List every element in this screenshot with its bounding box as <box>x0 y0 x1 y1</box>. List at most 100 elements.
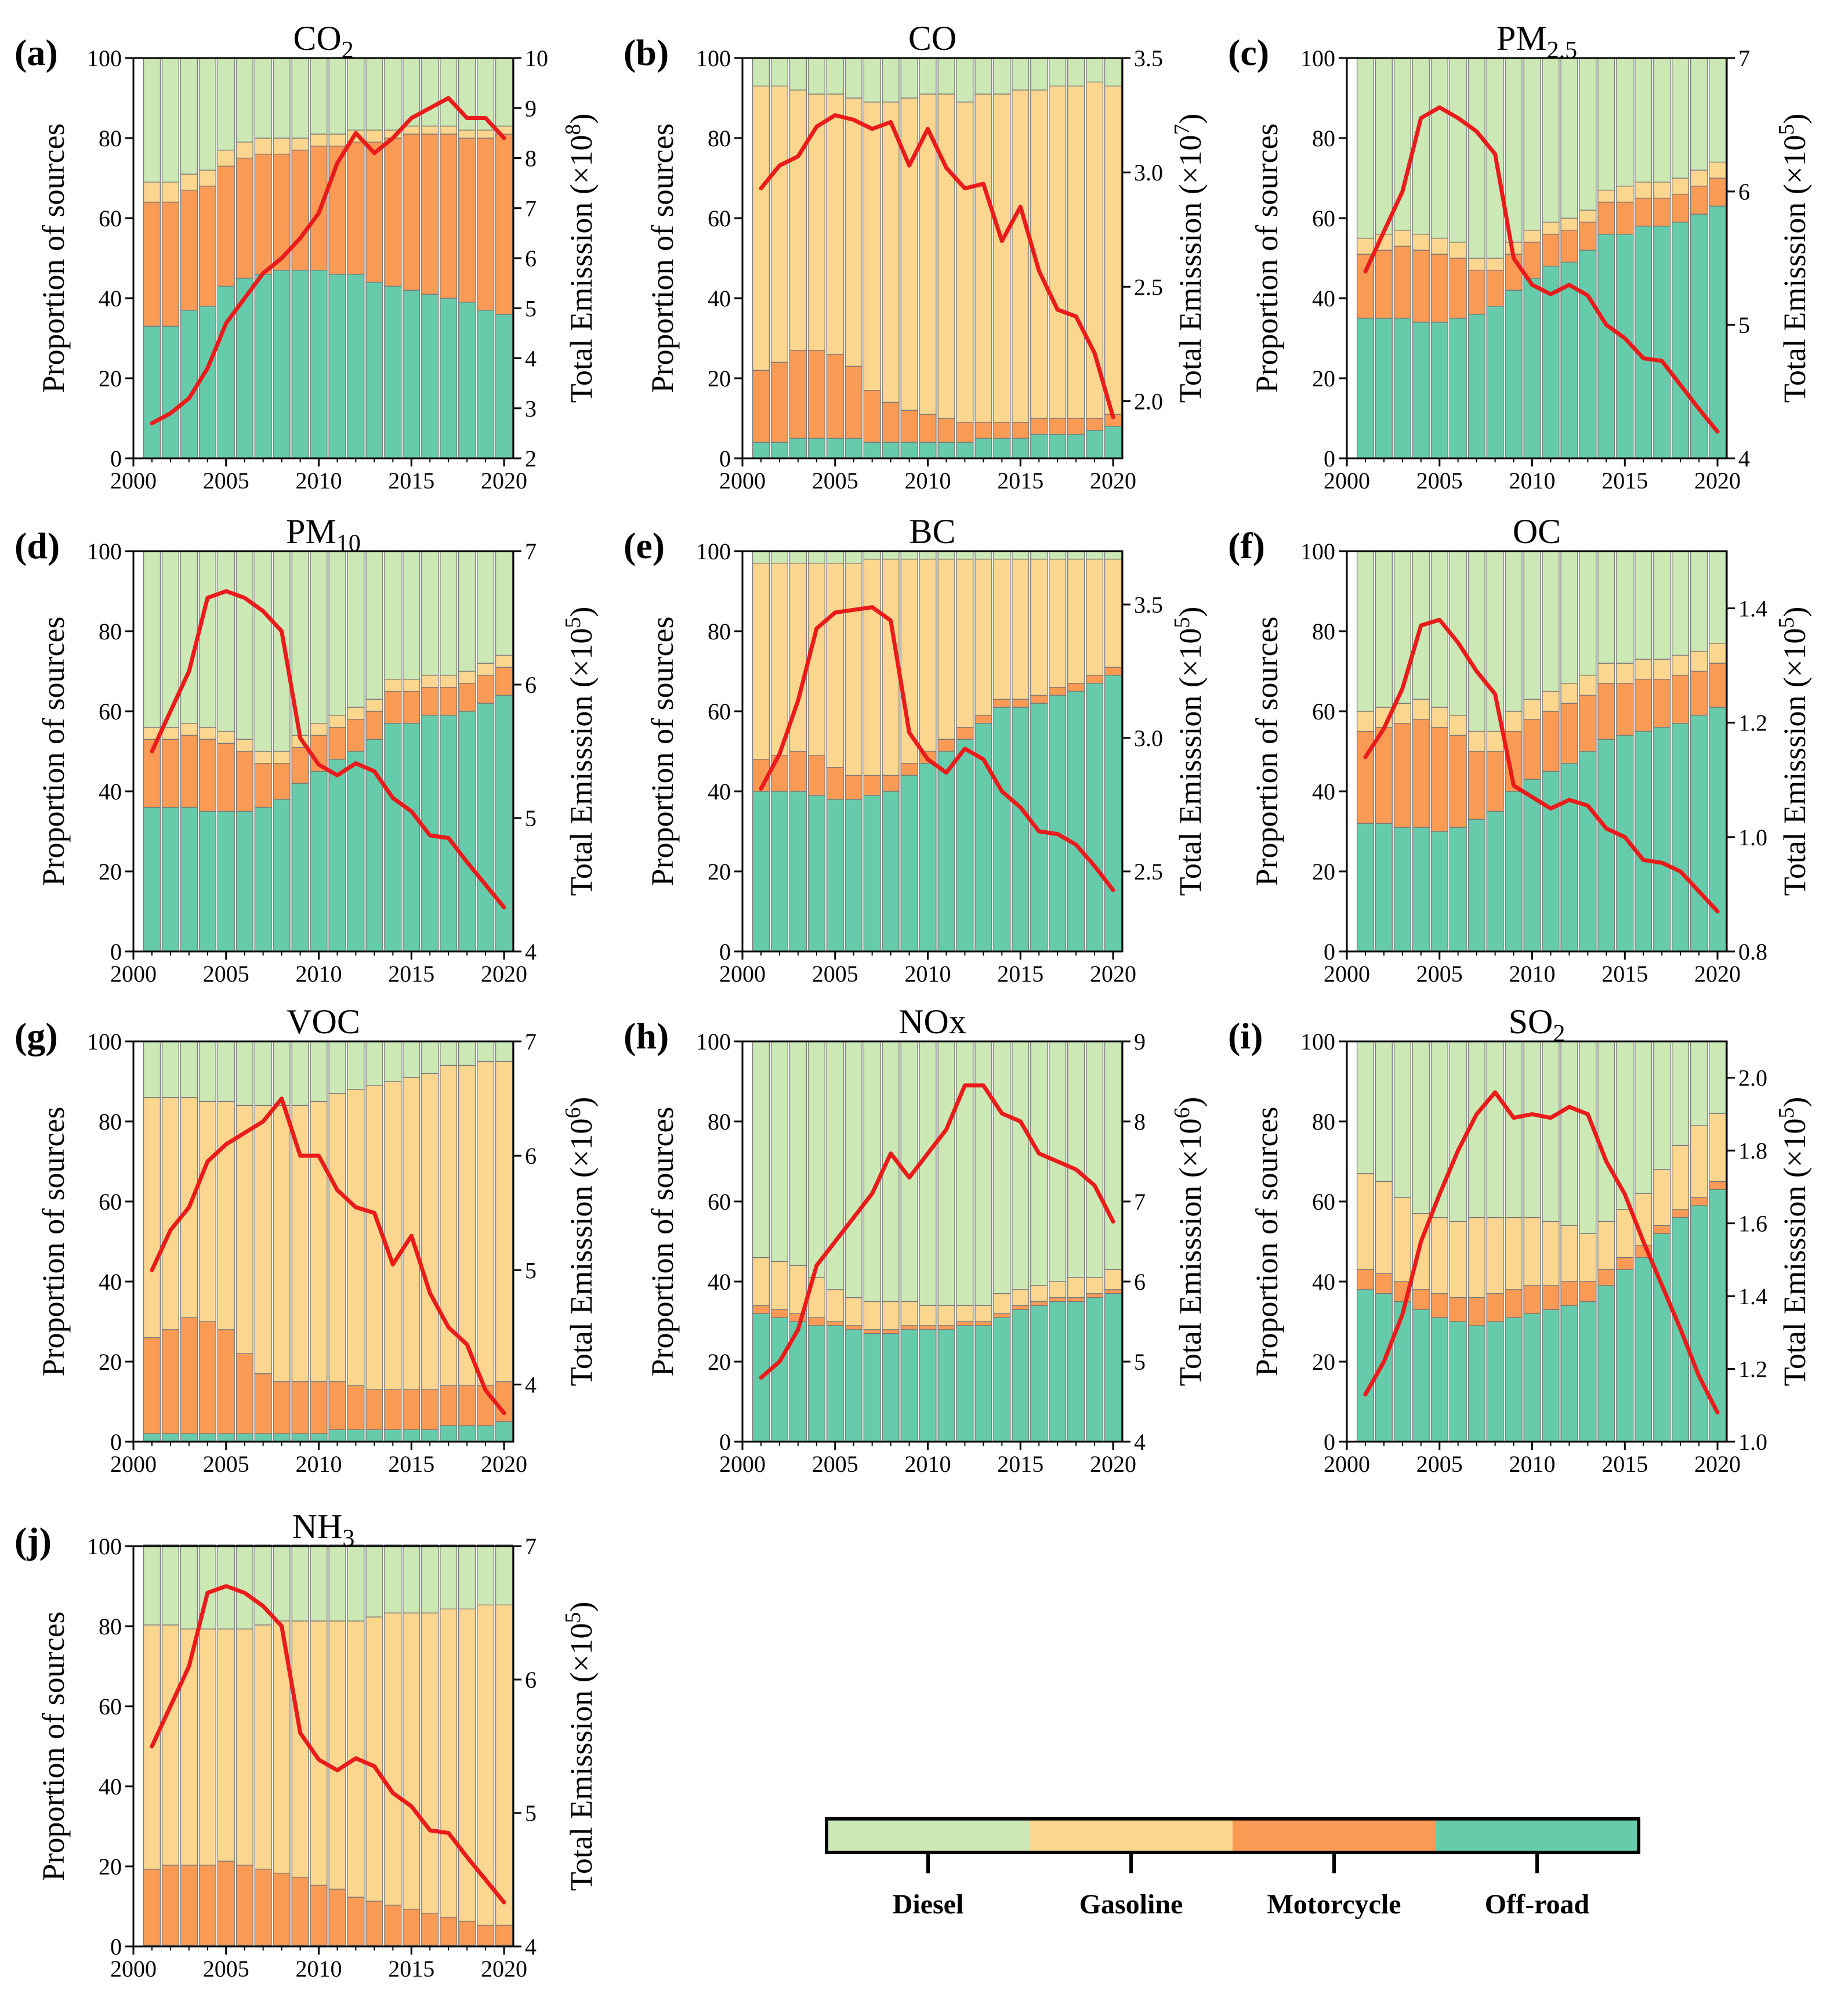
bar-diesel-2020 <box>495 1041 513 1062</box>
bar-diesel-2008 <box>273 1544 291 1622</box>
bar-diesel-2004 <box>198 57 216 171</box>
x-tick-label: 2010 <box>1509 1451 1556 1477</box>
bar-diesel-2010 <box>919 1041 937 1307</box>
bar-gasoline-2004 <box>807 563 825 756</box>
bar-gasoline-2008 <box>273 1105 291 1383</box>
bar-motorcycle-2011 <box>328 1888 346 1946</box>
bar-diesel-2011 <box>1542 551 1560 692</box>
bar-diesel-2016 <box>1030 1041 1048 1286</box>
bar-diesel-2017 <box>1653 57 1671 183</box>
y2-tick-label: 4 <box>525 1934 537 1960</box>
bar-diesel-2018 <box>458 1544 476 1609</box>
y-tick-label: 100 <box>87 1029 122 1055</box>
bar-gasoline-2015 <box>1012 559 1030 700</box>
y2-tick-label: 8 <box>1134 1109 1146 1135</box>
bar-motorcycle-2004 <box>807 1317 825 1326</box>
bar-offroad-2009 <box>291 270 309 459</box>
y2-axis-label: Total Emisssion (×105) <box>1170 607 1208 896</box>
bar-diesel-2014 <box>993 551 1011 560</box>
plot-frame <box>1346 57 1728 459</box>
bar-gasoline-2006 <box>1449 1221 1467 1298</box>
bar-motorcycle-2013 <box>974 422 992 439</box>
bar-motorcycle-2011 <box>1542 1285 1560 1310</box>
bar-gasoline-2010 <box>310 133 328 147</box>
bar-diesel-2020 <box>1104 551 1122 560</box>
bar-motorcycle-2003 <box>180 1317 198 1434</box>
panel-title-subscript: 10 <box>336 530 361 557</box>
y2-axis-label-text: Total Emisssion (×10 <box>1173 1119 1208 1387</box>
bar-diesel-2012 <box>1560 551 1578 684</box>
x-tick-label: 2000 <box>719 1451 766 1477</box>
panel-title-main: BC <box>909 512 955 551</box>
bar-motorcycle-2018 <box>1672 193 1690 223</box>
bar-motorcycle-2015 <box>403 690 421 724</box>
bar-gasoline-2002 <box>770 85 788 363</box>
bar-gasoline-2006 <box>235 1629 253 1866</box>
bar-offroad-2008 <box>1486 306 1504 459</box>
bar-diesel-2013 <box>974 551 992 560</box>
bar-motorcycle-2008 <box>882 401 900 443</box>
bar-gasoline-2013 <box>1579 675 1597 696</box>
bar-motorcycle-2009 <box>291 150 309 271</box>
y2-tick-label: 5 <box>525 805 537 831</box>
bar-gasoline-2005 <box>826 563 844 768</box>
bar-offroad-2019 <box>477 310 495 459</box>
y-tick-label: 60 <box>708 205 731 231</box>
bar-gasoline-2008 <box>1486 258 1504 271</box>
bar-gasoline-2018 <box>1672 654 1690 676</box>
bar-motorcycle-2020 <box>495 667 513 696</box>
bar-diesel-2015 <box>1616 57 1634 187</box>
panel-i: 2000 2005 2010 2015 2020 0 20 40 60 80 100 1.0 1.2 1.… <box>1228 1003 1812 1477</box>
bar-offroad-2014 <box>1597 1285 1615 1442</box>
y-tick-label: 80 <box>99 125 122 151</box>
bar-gasoline-2007 <box>254 1105 272 1374</box>
bar-motorcycle-2006 <box>1449 258 1467 319</box>
bar-gasoline-2011 <box>937 93 955 419</box>
bar-offroad-2019 <box>1690 1205 1708 1442</box>
bar-diesel-2020 <box>495 1544 513 1606</box>
bar-motorcycle-2001 <box>1356 1269 1375 1290</box>
panel-title-main: OC <box>1513 512 1561 551</box>
y-axis-label: Proportion of sources <box>645 124 680 393</box>
bar-gasoline-2015 <box>403 1612 421 1910</box>
bar-offroad-2010 <box>919 763 937 952</box>
bar-diesel-2013 <box>365 57 383 131</box>
x-tick-label: 2000 <box>110 1451 157 1477</box>
plot-frame <box>132 1040 514 1443</box>
bar-diesel-2019 <box>1086 551 1104 560</box>
bar-offroad-2020 <box>1104 426 1122 459</box>
x-tick-label: 2005 <box>203 961 249 987</box>
panel-c: 2000 2005 2010 2015 2020 0 20 40 60 80 100 4 5 6 7 (c) P… <box>1228 19 1812 494</box>
y-tick-label: 0 <box>719 939 731 965</box>
panel-title: CO2 <box>293 19 353 64</box>
bar-offroad-2015 <box>403 289 421 459</box>
bar-diesel-2018 <box>458 551 476 672</box>
bar-motorcycle-2009 <box>291 1876 309 1946</box>
bar-diesel-2006 <box>235 57 253 143</box>
bar-gasoline-2002 <box>1375 1181 1393 1274</box>
bar-diesel-2018 <box>1672 1041 1690 1146</box>
x-tick-label: 2020 <box>1694 468 1741 494</box>
bar-gasoline-2017 <box>440 1065 458 1387</box>
bar-offroad-2010 <box>1523 779 1541 952</box>
legend-label-motorcycle: Motorcycle <box>1267 1889 1401 1920</box>
y2-axis-label-close: ) <box>1777 1097 1812 1108</box>
y2-tick-label: 6 <box>525 1143 537 1169</box>
bar-motorcycle-2002 <box>161 739 179 808</box>
bar-motorcycle-2005 <box>826 1321 844 1326</box>
y-tick-label: 20 <box>99 859 122 885</box>
bar-offroad-2008 <box>882 441 900 459</box>
x-tick-label: 2015 <box>388 1956 434 1982</box>
bar-gasoline-2014 <box>993 93 1011 423</box>
bar-motorcycle-2008 <box>882 1329 900 1334</box>
bar-motorcycle-2015 <box>1012 699 1030 708</box>
bar-gasoline-2001 <box>752 563 770 760</box>
y-tick-label: 80 <box>99 1613 122 1640</box>
x-tick-label: 2010 <box>296 1451 342 1477</box>
bar-gasoline-2019 <box>477 129 495 139</box>
bar-motorcycle-2017 <box>440 133 458 299</box>
y-axis-label: Proportion of sources <box>1249 617 1284 886</box>
y2-axis-label-exponent: 8 <box>561 124 585 135</box>
y-tick-label: 100 <box>87 45 122 71</box>
bar-motorcycle-2003 <box>180 190 198 311</box>
